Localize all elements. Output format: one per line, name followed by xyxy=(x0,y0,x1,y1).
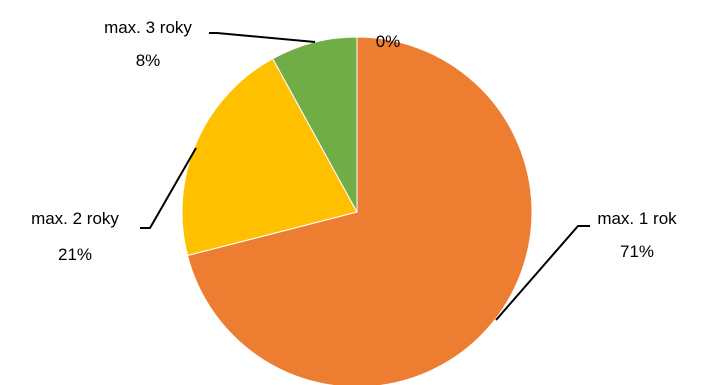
leader-line-0 xyxy=(495,225,590,321)
slice-label-max-1-rok: max. 1 rok xyxy=(597,209,677,228)
slice-percent-max-3-roky: 8% xyxy=(136,51,161,70)
pie-slice-0 xyxy=(186,36,533,385)
slice-label-max-2-roky: max. 2 roky xyxy=(31,209,119,228)
slice-percent-zero: 0% xyxy=(376,32,401,51)
leader-line-2 xyxy=(209,32,316,43)
slice-percent-max-2-roky: 21% xyxy=(58,245,92,264)
slice-percent-max-1-rok: 71% xyxy=(620,242,654,261)
pie-slices xyxy=(181,36,533,385)
pie-slice-1 xyxy=(181,57,358,257)
leader-lines xyxy=(140,32,590,321)
slice-label-max-3-roky: max. 3 roky xyxy=(104,18,192,37)
leader-line-1 xyxy=(140,147,197,229)
